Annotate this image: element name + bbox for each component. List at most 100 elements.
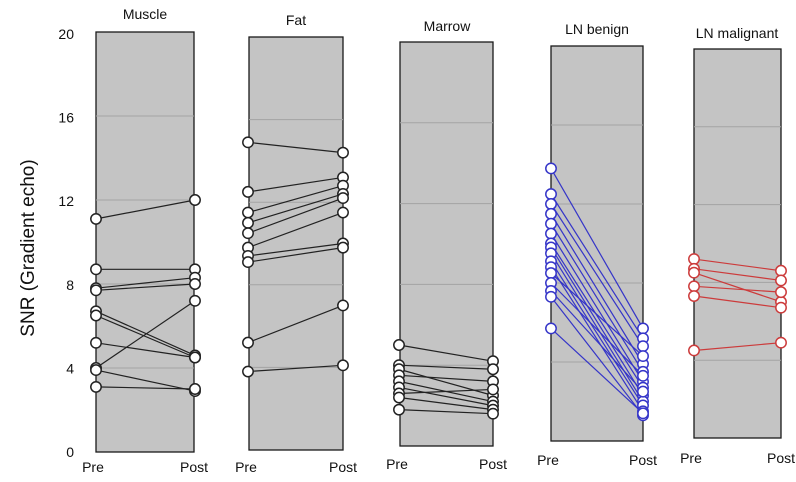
series-line [550, 327, 644, 414]
series-line [398, 388, 494, 395]
y-tick-label: 20 [58, 26, 74, 42]
data-point-pre [90, 336, 102, 349]
data-point-pre [545, 267, 557, 280]
data-point-post [189, 294, 201, 307]
y-tick-label: 0 [66, 444, 74, 460]
series-line [398, 396, 494, 411]
series-line [550, 203, 644, 347]
series-line [247, 197, 344, 234]
series-line [550, 253, 644, 402]
series-line [247, 193, 344, 224]
data-point-pre [545, 227, 557, 240]
data-point-post [189, 278, 201, 290]
series-line [398, 364, 494, 370]
data-point-pre [90, 309, 102, 322]
series-line [247, 247, 344, 263]
panel-title: LN malignant [696, 25, 779, 41]
x-tick-label: Post [629, 452, 657, 468]
data-point-pre [688, 290, 700, 302]
series-line [398, 386, 494, 407]
x-tick-label: Pre [537, 452, 559, 468]
data-point-post [637, 322, 649, 335]
data-point-post [189, 194, 201, 206]
series-line [247, 364, 344, 373]
series-line [95, 199, 196, 220]
series-line [550, 290, 644, 393]
panel-background [693, 48, 782, 439]
series-line [247, 304, 344, 344]
series-line [550, 296, 644, 416]
series-line [550, 223, 644, 373]
series-line [550, 233, 644, 383]
y-tick-label: 4 [66, 360, 74, 376]
panel-title: LN benign [565, 21, 629, 37]
data-point-pre [545, 162, 557, 175]
data-point-pre [688, 344, 700, 357]
panel-background [248, 36, 344, 451]
panel-title: Muscle [123, 6, 168, 22]
series-line [95, 300, 196, 369]
y-tick-label: 8 [66, 277, 74, 293]
series-line [247, 185, 344, 214]
data-point-pre [242, 256, 254, 269]
data-point-post [775, 336, 787, 349]
x-tick-label: Pre [386, 456, 408, 472]
series-line [398, 368, 494, 397]
series-line [95, 283, 196, 291]
data-point-pre [545, 322, 557, 335]
x-tick-label: Pre [680, 450, 702, 466]
data-point-post [637, 407, 649, 420]
data-point-post [775, 274, 787, 287]
series-line [550, 247, 644, 396]
data-point-post [337, 359, 349, 372]
data-point-post [637, 369, 649, 382]
data-point-pre [242, 227, 254, 240]
data-point-pre [688, 253, 700, 266]
series-line [95, 386, 196, 390]
data-point-pre [90, 284, 102, 297]
data-point-post [337, 299, 349, 312]
data-point-pre [242, 185, 254, 198]
data-point-pre [242, 216, 254, 229]
series-line [95, 310, 196, 356]
data-point-post [189, 351, 201, 364]
data-point-pre [90, 380, 102, 393]
y-tick-label: 12 [58, 193, 74, 209]
series-line [693, 268, 782, 282]
panel-title: Marrow [424, 18, 472, 34]
data-point-pre [545, 290, 557, 303]
data-point-pre [545, 198, 557, 210]
data-point-post [637, 350, 649, 363]
series-line [95, 342, 196, 359]
data-point-pre [242, 336, 254, 349]
data-point-pre [545, 217, 557, 230]
series-line [693, 272, 782, 303]
x-tick-label: Post [329, 459, 357, 475]
panel-background [550, 45, 644, 442]
data-point-post [487, 363, 499, 376]
x-tick-label: Pre [82, 459, 104, 475]
series-line [693, 342, 782, 352]
data-point-post [337, 206, 349, 219]
panel-title: Fat [286, 12, 306, 28]
panel-background [95, 31, 195, 453]
series-line [398, 374, 494, 382]
data-point-post [337, 241, 349, 254]
data-point-pre [90, 212, 102, 225]
data-point-pre [688, 280, 700, 293]
series-line [398, 409, 494, 415]
series-line [247, 176, 344, 193]
series-line [693, 285, 782, 293]
series-line [550, 193, 644, 339]
series-line [550, 168, 644, 329]
series-line [95, 277, 196, 289]
x-tick-label: Pre [235, 459, 257, 475]
data-point-pre [545, 188, 557, 201]
series-line [550, 213, 644, 365]
series-line [693, 258, 782, 272]
series-line [95, 314, 196, 359]
data-point-post [189, 383, 201, 395]
data-point-pre [393, 403, 405, 416]
